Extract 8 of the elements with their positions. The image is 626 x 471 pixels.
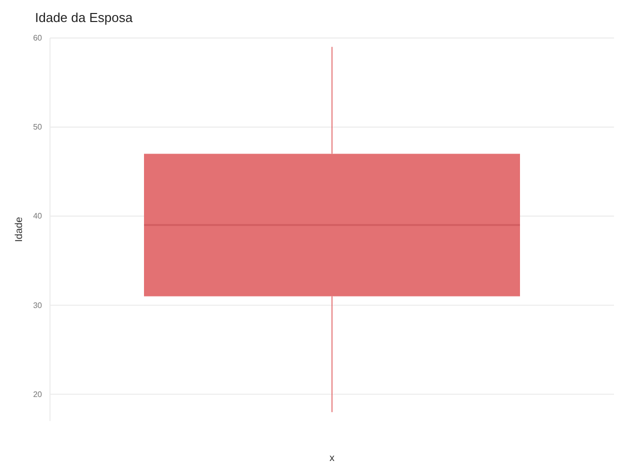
x-axis-title: x <box>330 453 334 464</box>
y-tick-label: 20 <box>33 390 43 399</box>
y-axis-title: Idade <box>14 216 25 242</box>
y-tick-label: 60 <box>33 34 43 43</box>
y-tick-label: 30 <box>33 300 43 310</box>
chart-title: Idade da Esposa <box>35 10 134 25</box>
y-tick-label: 40 <box>33 212 43 221</box>
y-tick-label: 50 <box>33 122 43 132</box>
